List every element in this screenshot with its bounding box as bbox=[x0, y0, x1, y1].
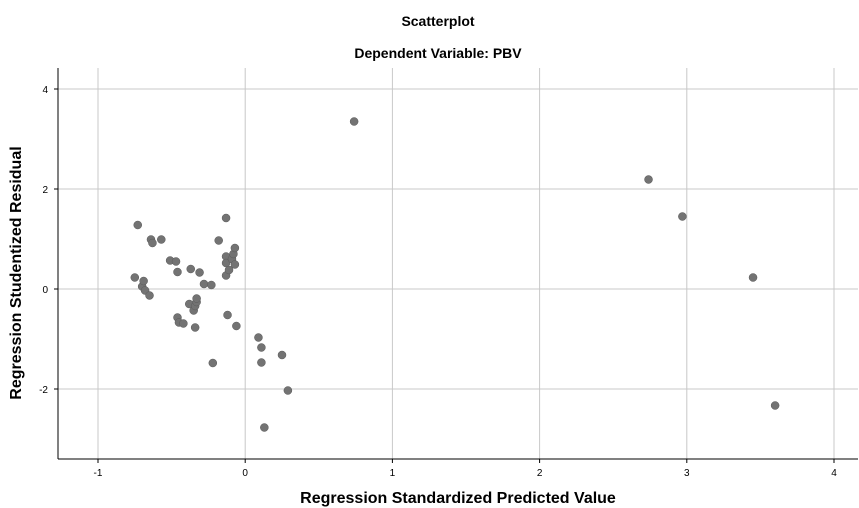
y-tick-label: 4 bbox=[42, 85, 48, 96]
data-point bbox=[260, 423, 269, 432]
data-point bbox=[230, 260, 240, 269]
data-point bbox=[644, 175, 653, 184]
data-point bbox=[195, 268, 204, 277]
y-tick-label: 2 bbox=[42, 185, 48, 196]
data-point bbox=[173, 267, 182, 277]
data-point bbox=[224, 265, 234, 275]
data-point bbox=[207, 280, 216, 290]
axes bbox=[54, 68, 858, 463]
y-tick-label: -2 bbox=[39, 385, 48, 396]
data-point bbox=[277, 350, 287, 360]
data-point bbox=[214, 236, 223, 245]
x-tick-label: -1 bbox=[94, 468, 103, 479]
data-point bbox=[349, 117, 359, 126]
data-point bbox=[257, 358, 266, 367]
data-point bbox=[133, 220, 142, 230]
data-point bbox=[139, 276, 148, 286]
data-point bbox=[192, 294, 201, 303]
tick-labels: -1 0 1 2 3 4 -2 0 2 4 bbox=[39, 85, 837, 479]
data-point bbox=[179, 319, 188, 328]
data-point bbox=[254, 333, 263, 342]
grid bbox=[58, 68, 858, 459]
data-point bbox=[257, 343, 266, 352]
data-point bbox=[770, 401, 780, 410]
x-tick-label: 2 bbox=[537, 468, 543, 479]
data-point bbox=[171, 257, 181, 266]
x-tick-label: 3 bbox=[684, 468, 690, 479]
x-tick-label: 1 bbox=[390, 468, 396, 479]
data-point bbox=[223, 310, 232, 320]
data-point bbox=[199, 279, 209, 289]
x-axis-label: Regression Standardized Predicted Value bbox=[300, 490, 616, 507]
data-point bbox=[157, 235, 166, 244]
y-tick-label: 0 bbox=[42, 285, 48, 296]
chart-title: Scatterplot bbox=[401, 13, 475, 29]
data-point bbox=[145, 291, 154, 300]
data-point bbox=[678, 212, 687, 221]
data-point bbox=[186, 264, 195, 274]
data-point bbox=[221, 213, 231, 223]
data-point bbox=[230, 243, 240, 253]
data-point bbox=[190, 323, 200, 332]
data-points bbox=[130, 117, 780, 432]
y-axis-label: Regression Studentized Residual bbox=[8, 146, 25, 400]
data-point bbox=[283, 386, 293, 395]
data-point bbox=[232, 321, 241, 331]
x-tick-label: 0 bbox=[242, 468, 248, 479]
data-point bbox=[148, 238, 157, 248]
data-point bbox=[748, 273, 758, 282]
x-tick-label: 4 bbox=[831, 468, 837, 479]
chart-subtitle: Dependent Variable: PBV bbox=[354, 45, 522, 61]
data-point bbox=[130, 273, 140, 282]
data-point bbox=[208, 358, 218, 368]
